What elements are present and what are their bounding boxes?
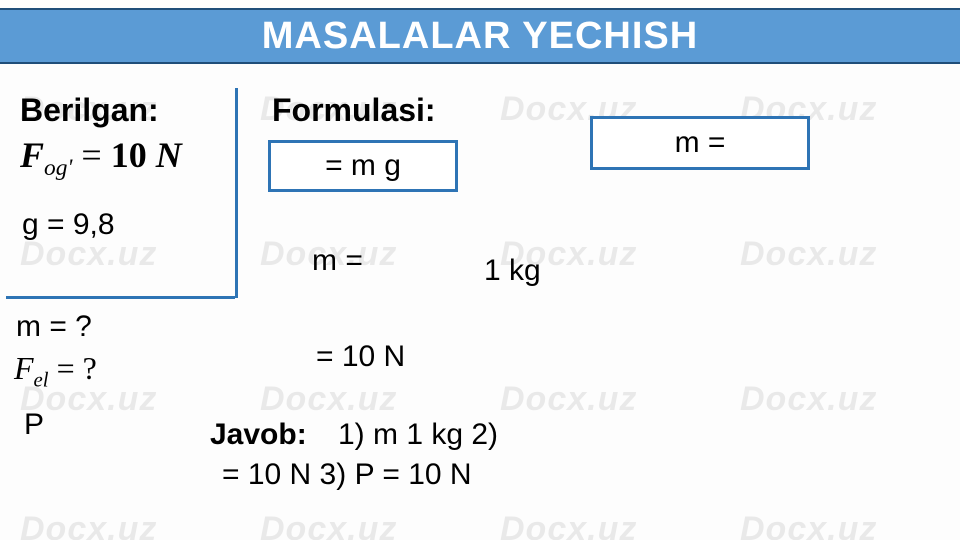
formula-box-mg-text: = m g <box>325 149 401 183</box>
given-fog: Fog' = 10 N <box>20 134 182 182</box>
given-p: P <box>24 408 44 442</box>
answer-label: Javob: <box>210 418 307 452</box>
formula-box-m-text: m = <box>675 126 726 160</box>
divider-vertical <box>235 88 238 298</box>
calc-m-lhs: m = <box>312 244 363 278</box>
formula-box-mg: = m g <box>268 140 458 192</box>
calc-m-rhs: 1 kg <box>484 254 541 288</box>
divider-horizontal <box>6 296 235 299</box>
content-area: Berilgan: Fog' = 10 N g = 9,8 m = ? Fel … <box>0 0 960 540</box>
answer-part2: = 10 N 3) P = 10 N <box>222 458 472 492</box>
given-heading: Berilgan: <box>20 92 159 129</box>
formula-heading: Formulasi: <box>272 92 436 129</box>
formula-box-m: m = <box>590 116 810 170</box>
calc-f: = 10 N <box>316 340 405 374</box>
given-m-unknown: m = ? <box>16 310 92 344</box>
answer-part1: 1) m 1 kg 2) <box>338 418 498 452</box>
given-fel: Fel = ? <box>14 350 97 392</box>
given-g: g = 9,8 <box>22 208 115 242</box>
